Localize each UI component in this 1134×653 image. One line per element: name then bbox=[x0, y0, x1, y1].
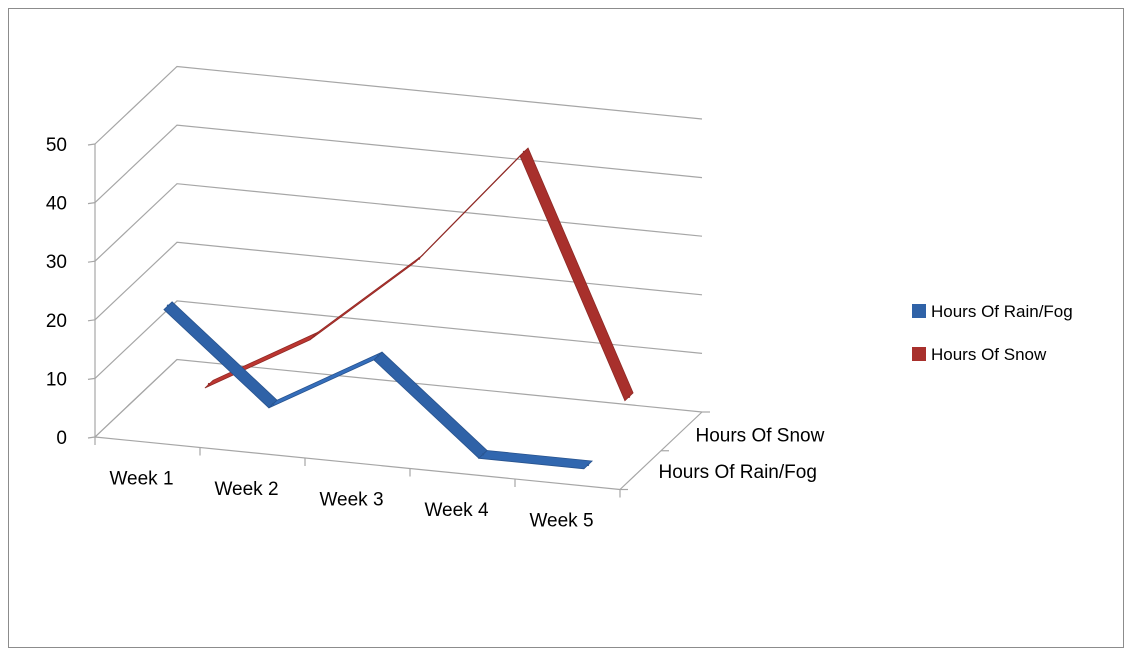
data-point bbox=[481, 453, 485, 456]
legend-label: Hours Of Rain/Fog bbox=[931, 302, 1073, 321]
depth-tick-label: Hours Of Rain/Fog bbox=[659, 462, 817, 483]
depth-tick-label: Hours Of Snow bbox=[696, 425, 825, 446]
data-point bbox=[166, 304, 170, 307]
line-segment bbox=[268, 351, 383, 409]
line-segment bbox=[519, 147, 634, 402]
legend-label: Hours Of Snow bbox=[931, 345, 1047, 364]
gridline bbox=[94, 124, 703, 204]
gridline bbox=[94, 300, 703, 379]
line-segment bbox=[163, 301, 278, 409]
y-tick-mark bbox=[87, 202, 96, 205]
y-axis-tick-labels: 0 10 20 30 40 50 bbox=[46, 135, 67, 449]
x-tick-label: Week 3 bbox=[319, 489, 383, 510]
x-axis-tick-labels: Week 1 Week 2 Week 3 Week 4 Week 5 bbox=[109, 468, 593, 531]
gridline bbox=[94, 241, 703, 321]
series-layer bbox=[163, 147, 634, 470]
line-segment bbox=[477, 450, 594, 470]
legend-swatch bbox=[912, 304, 926, 318]
x-tick-label: Week 5 bbox=[529, 510, 593, 531]
y-tick-mark bbox=[87, 436, 96, 439]
data-point bbox=[627, 395, 631, 398]
data-point bbox=[376, 354, 380, 358]
y-tick-label: 50 bbox=[46, 135, 67, 156]
y-tick-label: 30 bbox=[46, 252, 67, 273]
y-tick-mark bbox=[87, 143, 96, 146]
depth-axis-tick-labels: Hours Of Rain/Fog Hours Of Snow bbox=[659, 425, 825, 483]
x-tick-label: Week 1 bbox=[109, 468, 173, 489]
y-tick-label: 20 bbox=[46, 311, 67, 332]
x-axis-line bbox=[94, 436, 621, 491]
gridline bbox=[94, 183, 703, 262]
data-point bbox=[417, 257, 421, 260]
line-segment bbox=[373, 351, 488, 459]
legend: Hours Of Rain/Fog Hours Of Snow bbox=[912, 302, 1073, 364]
legend-swatch bbox=[912, 347, 926, 361]
y-tick-label: 0 bbox=[56, 428, 67, 449]
series-hours-of-snow bbox=[204, 147, 634, 402]
y-tick-label: 40 bbox=[46, 194, 67, 215]
y-tick-label: 10 bbox=[46, 369, 67, 390]
data-point bbox=[207, 382, 211, 386]
chart-axes bbox=[87, 143, 710, 498]
floor-left-edge bbox=[94, 359, 178, 438]
gridline bbox=[94, 65, 703, 145]
series-hours-of-rain-fog bbox=[163, 301, 594, 470]
y-tick-mark bbox=[87, 377, 96, 380]
data-point bbox=[312, 334, 316, 338]
x-tick-label: Week 4 bbox=[424, 500, 489, 521]
y-tick-mark bbox=[87, 260, 96, 263]
data-point bbox=[586, 463, 590, 467]
x-tick-label: Week 2 bbox=[214, 479, 278, 500]
data-point bbox=[271, 402, 275, 406]
y-tick-mark bbox=[87, 319, 96, 322]
data-point bbox=[522, 150, 526, 154]
line-segment bbox=[309, 254, 424, 341]
line-segment bbox=[414, 147, 529, 263]
